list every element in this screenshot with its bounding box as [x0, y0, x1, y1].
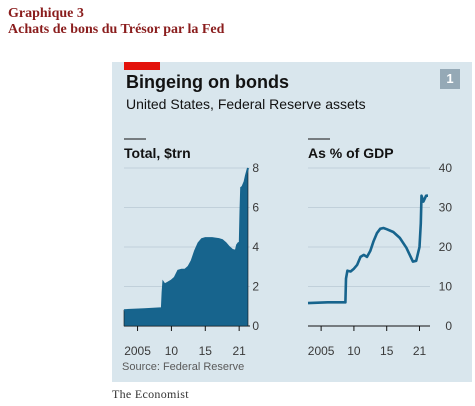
- chart2-y-tick-label: 30: [439, 201, 453, 215]
- chart1-y-tick-label: 8: [252, 161, 259, 175]
- chart2-y-tick-label: 10: [439, 280, 453, 294]
- figure-caption: Achats de bons du Trésor par la Fed: [8, 22, 225, 37]
- chart2-x-tick-label: 2005: [308, 344, 335, 358]
- chart2-x-tick-label: 10: [347, 344, 361, 358]
- chart1-y-tick-label: 2: [252, 280, 259, 294]
- chart1-y-tick-label: 0: [252, 319, 259, 333]
- chart1-x-tick-label: 2005: [124, 344, 151, 358]
- chart1-x-tick-label: 15: [199, 344, 213, 358]
- chart2-y-tick-label: 0: [445, 319, 452, 333]
- chart-panel: [112, 62, 472, 382]
- chart2-y-tick-label: 40: [439, 161, 453, 175]
- chart2-x-tick-label: 21: [413, 344, 427, 358]
- chart2-y-tick-label: 20: [439, 240, 453, 254]
- publisher-brand: The Economist: [112, 387, 189, 401]
- chart-number-badge: 1: [440, 69, 460, 89]
- chart1-y-tick-label: 4: [252, 240, 259, 254]
- chart2-panel-title: As % of GDP: [308, 145, 394, 161]
- chart-title: Bingeing on bonds: [126, 72, 289, 92]
- figure-number: Graphique 3: [8, 6, 84, 21]
- chart-subtitle: United States, Federal Reserve assets: [126, 96, 366, 112]
- brand-red-tab: [124, 62, 160, 70]
- chart1-x-tick-label: 10: [165, 344, 179, 358]
- chart1-area-outline: [123, 167, 249, 312]
- report-header: Graphique 3 Achats de bons du Trésor par…: [8, 6, 224, 38]
- chart1-panel-title: Total, $trn: [124, 145, 191, 161]
- chart1-x-tick-label: 21: [232, 344, 246, 358]
- chart-source: Source: Federal Reserve: [122, 361, 245, 373]
- chart2-line-series: [307, 194, 428, 305]
- chart2-x-tick-label: 15: [380, 344, 394, 358]
- chart1-y-tick-label: 6: [252, 201, 259, 215]
